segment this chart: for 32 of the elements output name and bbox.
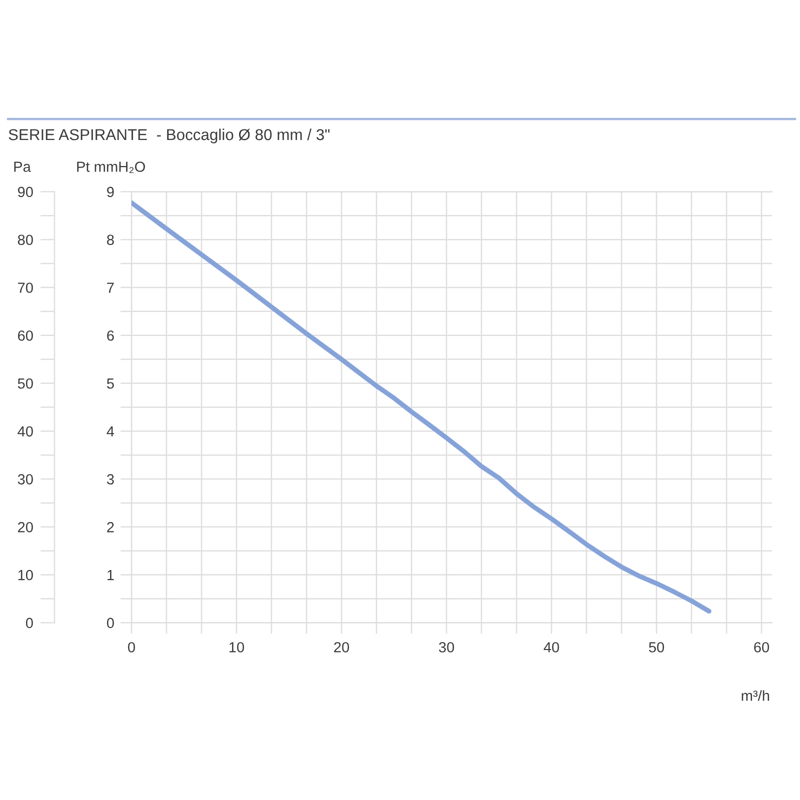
- y2-tick-label: 90: [18, 186, 33, 198]
- y2-axis-title: Pa: [14, 162, 31, 172]
- y2-tick-label: 30: [18, 474, 33, 484]
- y-tick-label: 8: [107, 234, 114, 246]
- y-tick-label: 9: [107, 186, 114, 198]
- x-tick-label: 40: [544, 642, 560, 652]
- x-tick-label: 10: [230, 642, 244, 652]
- y2-tick-label: 20: [18, 522, 33, 532]
- y-tick-label: 0: [106, 618, 114, 628]
- y2-tick-label: 0: [26, 618, 33, 628]
- y2-tick-label: 70: [18, 282, 33, 293]
- y-tick-label: 4: [106, 426, 114, 436]
- x-tick-label: 30: [438, 642, 454, 652]
- line-series: [132, 200, 712, 614]
- x-tick-label: 60: [754, 642, 770, 652]
- x-axis-title: m³/h: [742, 690, 770, 701]
- y2-tick-label: 10: [18, 570, 33, 580]
- y2-tick-label: 60: [18, 330, 33, 341]
- y-axis-title: Pt mmH₂O: [77, 162, 145, 174]
- chart-title: SERIE ASPIRANTE - Boccaglio Ø 80 mm / 3": [8, 128, 330, 144]
- x-tick-label: 0: [128, 642, 135, 652]
- y-tick-label: 2: [107, 522, 114, 532]
- y-tick-label: 1: [108, 570, 114, 580]
- y-tick-label: 7: [107, 282, 114, 293]
- y-tick-label: 3: [106, 474, 114, 484]
- y-tick-label: 6: [107, 330, 114, 341]
- y2-tick-label: 40: [18, 426, 33, 437]
- x-tick-label: 50: [648, 642, 664, 652]
- x-tick-label: 20: [334, 642, 350, 652]
- y-tick-label: 5: [106, 378, 114, 389]
- y2-tick-label: 50: [18, 378, 33, 389]
- y2-tick-label: 80: [18, 234, 33, 246]
